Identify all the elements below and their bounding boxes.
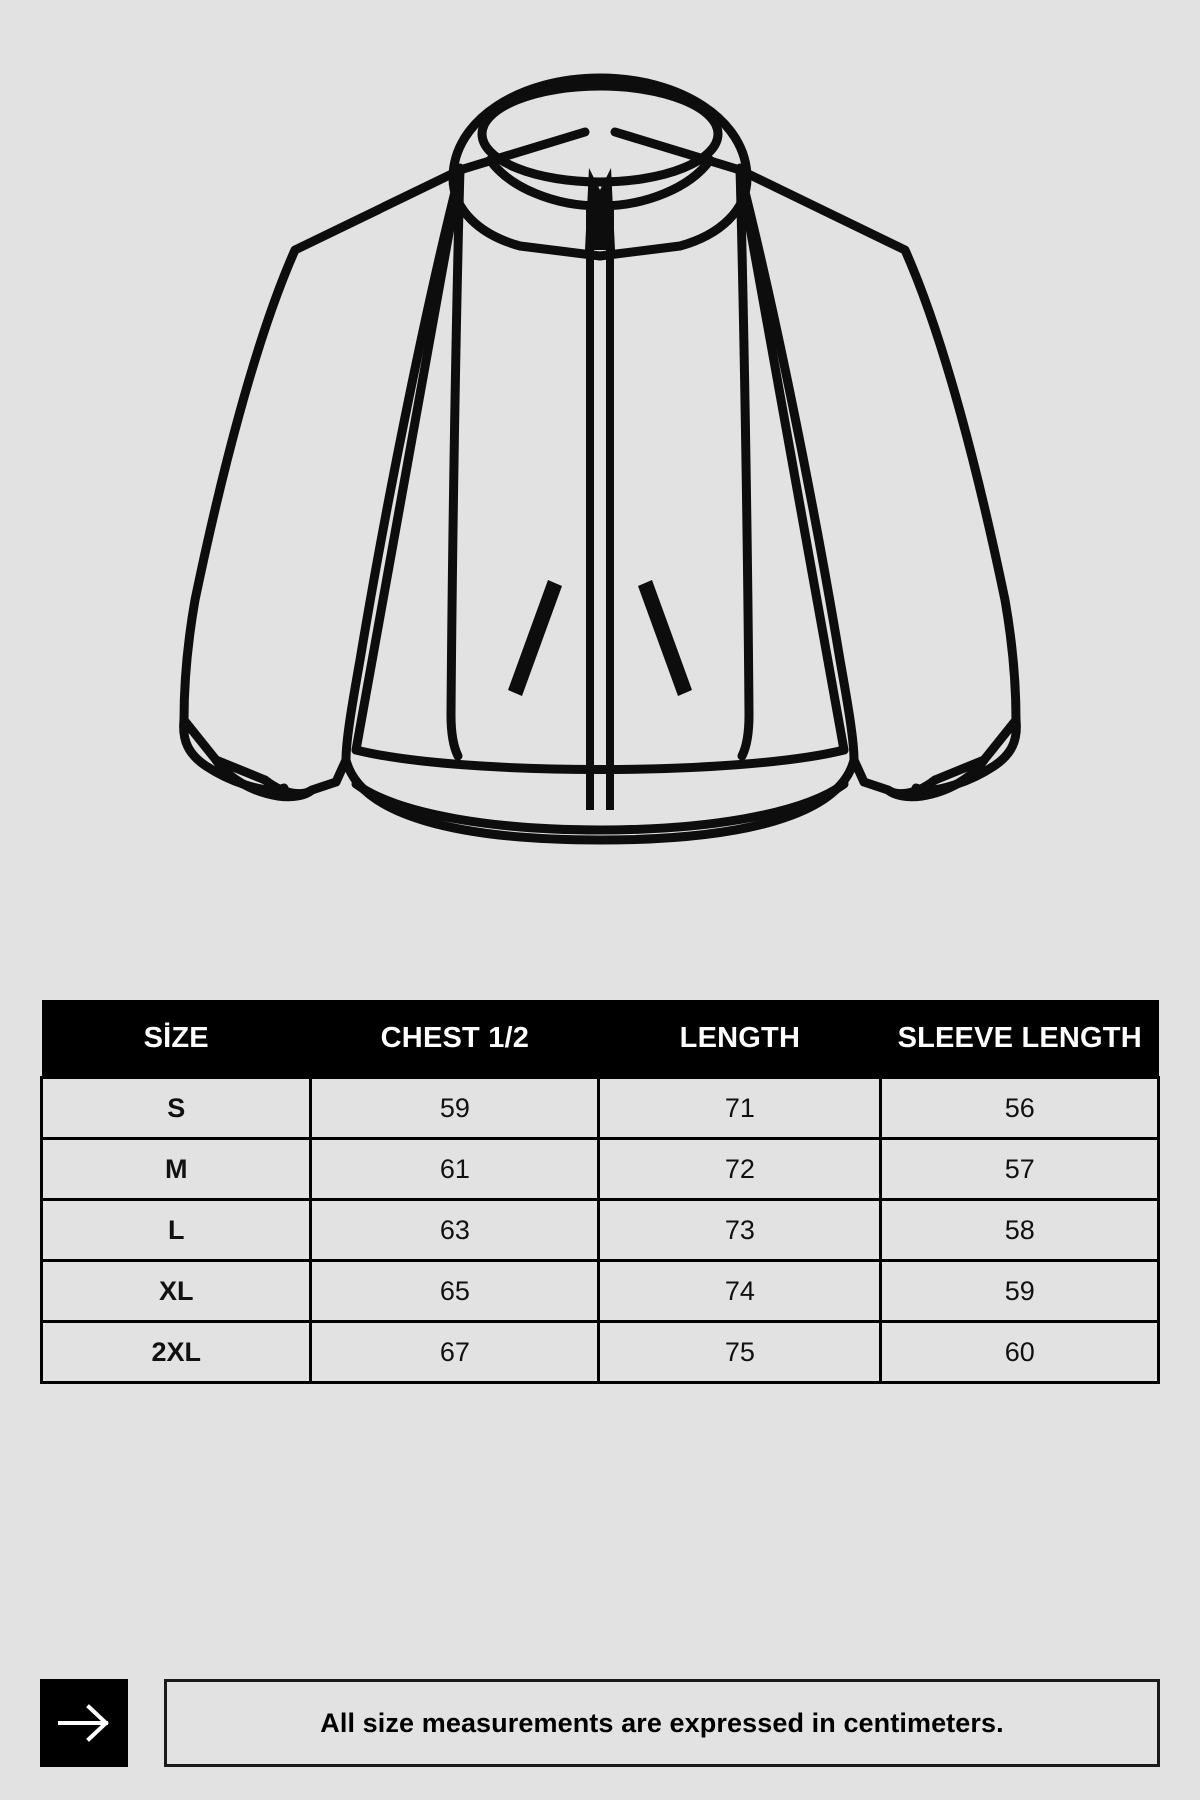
table-header-row: SİZE CHEST 1/2 LENGTH SLEEVE LENGTH bbox=[41, 1000, 1159, 1078]
arrow-right-badge bbox=[40, 1679, 128, 1767]
size-chart-table-container: SİZE CHEST 1/2 LENGTH SLEEVE LENGTH S 59… bbox=[39, 1000, 1160, 1384]
cell-size: M bbox=[39, 1137, 313, 1201]
jacket-hem-band-inner bbox=[351, 779, 849, 835]
jacket-illustration-area bbox=[179, 73, 1021, 845]
cell-size: S bbox=[39, 1076, 313, 1140]
cell-chest: 65 bbox=[309, 1259, 601, 1323]
jacket-hem-band-top bbox=[351, 745, 849, 774]
jacket-left-side-seam bbox=[351, 167, 465, 755]
jacket-left-cuff-edge bbox=[260, 775, 317, 799]
jacket-front-left-panel bbox=[446, 163, 465, 761]
jacket-collar-outer bbox=[448, 73, 752, 261]
jacket-collar-top-opening bbox=[477, 81, 723, 187]
cell-chest: 59 bbox=[309, 1076, 601, 1140]
column-header-size: SİZE bbox=[41, 1000, 311, 1078]
table-row: S 59 71 56 bbox=[39, 1076, 1160, 1140]
arrow-right-icon bbox=[56, 1703, 112, 1743]
jacket-right-sleeve-inner-seam bbox=[735, 167, 869, 787]
table-row: M 61 72 57 bbox=[39, 1137, 1160, 1201]
cell-length: 75 bbox=[597, 1320, 883, 1384]
table-row: XL 65 74 59 bbox=[39, 1259, 1160, 1323]
cell-length: 72 bbox=[597, 1137, 883, 1201]
cell-sleeve: 56 bbox=[879, 1076, 1160, 1140]
jacket-body-right-outline bbox=[735, 165, 1021, 785]
cell-chest: 67 bbox=[309, 1320, 601, 1384]
measurement-note-box: All size measurements are expressed in c… bbox=[164, 1679, 1160, 1767]
column-header-length: LENGTH bbox=[598, 1000, 881, 1078]
size-chart-table: SİZE CHEST 1/2 LENGTH SLEEVE LENGTH S 59… bbox=[39, 1000, 1160, 1384]
size-chart-table-header: SİZE CHEST 1/2 LENGTH SLEEVE LENGTH bbox=[41, 1000, 1159, 1078]
column-header-chest: CHEST 1/2 bbox=[310, 1000, 599, 1078]
jacket-right-shoulder-seam bbox=[610, 127, 745, 175]
table-row: 2XL 67 75 60 bbox=[39, 1320, 1160, 1384]
footer-note-area: All size measurements are expressed in c… bbox=[40, 1679, 1160, 1767]
cell-length: 71 bbox=[597, 1076, 883, 1140]
column-header-sleeve: SLEEVE LENGTH bbox=[880, 1000, 1159, 1078]
cell-chest: 61 bbox=[309, 1137, 601, 1201]
cell-size: 2XL bbox=[39, 1320, 313, 1384]
table-row: L 63 73 58 bbox=[39, 1198, 1160, 1262]
jacket-zipper-right-tape bbox=[606, 210, 614, 810]
jacket-zipper-left-tape bbox=[586, 210, 594, 810]
jacket-right-side-seam bbox=[735, 167, 849, 755]
jacket-right-cuff-edge bbox=[883, 775, 940, 799]
measurement-note-text: All size measurements are expressed in c… bbox=[320, 1707, 1004, 1738]
cell-sleeve: 57 bbox=[879, 1137, 1160, 1201]
jacket-front-right-panel bbox=[735, 163, 754, 761]
jacket-body-left-outline bbox=[179, 165, 465, 785]
cell-length: 74 bbox=[597, 1259, 883, 1323]
cell-size: L bbox=[39, 1198, 313, 1262]
cell-sleeve: 59 bbox=[879, 1259, 1160, 1323]
cell-sleeve: 58 bbox=[879, 1198, 1160, 1262]
jacket-left-shoulder-seam bbox=[455, 127, 590, 175]
size-chart-table-body: S 59 71 56 M 61 72 57 L 63 73 58 XL 65 7… bbox=[39, 1076, 1160, 1384]
jacket-technical-drawing bbox=[179, 73, 1021, 845]
jacket-left-sleeve-inner-seam bbox=[331, 167, 465, 787]
jacket-left-welt-pocket bbox=[508, 580, 562, 696]
cell-length: 73 bbox=[597, 1198, 883, 1262]
cell-chest: 63 bbox=[309, 1198, 601, 1262]
cell-size: XL bbox=[39, 1259, 313, 1323]
jacket-right-welt-pocket bbox=[638, 580, 692, 696]
cell-sleeve: 60 bbox=[879, 1320, 1160, 1384]
